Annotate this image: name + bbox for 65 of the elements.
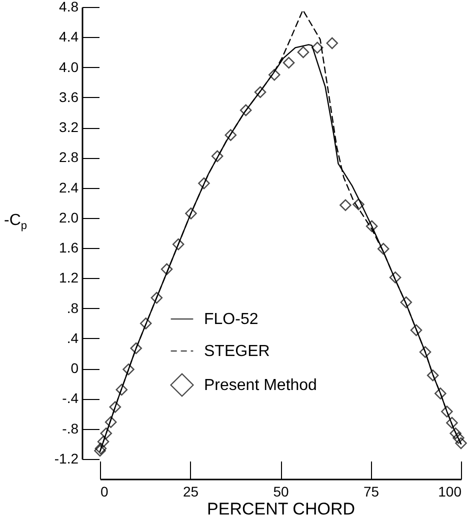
y-tick-label: .8 bbox=[66, 300, 79, 316]
point bbox=[441, 406, 453, 418]
point bbox=[377, 242, 390, 255]
y-tick-label: 4.8 bbox=[59, 0, 79, 14]
y-tick-label: 1.6 bbox=[59, 240, 79, 256]
point bbox=[450, 427, 462, 440]
point bbox=[172, 238, 184, 250]
legend-label: Present Method bbox=[204, 377, 317, 394]
point bbox=[366, 220, 378, 232]
y-tick-label: 2.0 bbox=[59, 209, 79, 226]
point bbox=[100, 427, 112, 440]
point bbox=[109, 401, 122, 413]
y-tick-label: -1.2 bbox=[54, 450, 79, 466]
point bbox=[94, 444, 106, 457]
point bbox=[352, 198, 364, 210]
y-tick-label: .4 bbox=[66, 330, 79, 346]
x-tick-label: 100 bbox=[438, 484, 462, 500]
y-tick-label: 4.0 bbox=[59, 58, 79, 75]
legend-label: FLO-52 bbox=[204, 311, 258, 328]
point bbox=[446, 416, 458, 429]
point bbox=[254, 86, 266, 98]
point bbox=[410, 324, 422, 336]
x-axis-title: PERCENT CHORD bbox=[207, 500, 355, 518]
point bbox=[426, 369, 439, 382]
point bbox=[400, 296, 412, 308]
point bbox=[340, 199, 352, 212]
point bbox=[224, 129, 237, 141]
point bbox=[211, 150, 224, 162]
y-tick-label: 0 bbox=[70, 360, 79, 376]
y-axis-title: -C$_{p}$ bbox=[4, 212, 28, 232]
point bbox=[198, 177, 210, 190]
point bbox=[268, 68, 280, 81]
y-tick-label: 2.4 bbox=[59, 179, 79, 196]
y-tick-label: 4.4 bbox=[59, 28, 79, 45]
legend-label: STEGER bbox=[204, 343, 270, 360]
point bbox=[94, 442, 107, 454]
point bbox=[455, 437, 467, 450]
point bbox=[282, 56, 295, 69]
y-tick-label: 1.2 bbox=[59, 270, 79, 286]
point bbox=[185, 208, 197, 220]
point bbox=[311, 42, 324, 54]
point bbox=[434, 388, 446, 400]
point bbox=[452, 432, 464, 444]
point bbox=[150, 292, 163, 304]
y-tick-label: 3.2 bbox=[59, 119, 79, 136]
point bbox=[130, 342, 142, 354]
y-tick-label: 3.6 bbox=[59, 88, 79, 105]
point bbox=[104, 416, 117, 428]
x-tick-label: 50 bbox=[273, 484, 289, 500]
point bbox=[419, 346, 432, 358]
y-tick-label: -.4 bbox=[62, 390, 79, 406]
x-tick-label: 0 bbox=[100, 484, 108, 500]
point bbox=[140, 318, 152, 330]
y-tick-label: -.8 bbox=[62, 420, 79, 436]
point bbox=[160, 263, 173, 276]
point bbox=[297, 46, 310, 58]
point bbox=[122, 363, 134, 376]
point bbox=[97, 436, 110, 448]
point bbox=[240, 104, 252, 116]
x-tick-label: 25 bbox=[182, 484, 199, 500]
point bbox=[116, 384, 128, 396]
y-tick-label: 2.8 bbox=[59, 149, 79, 166]
point bbox=[389, 272, 402, 284]
point bbox=[326, 37, 338, 50]
x-tick-label: 75 bbox=[363, 484, 380, 500]
